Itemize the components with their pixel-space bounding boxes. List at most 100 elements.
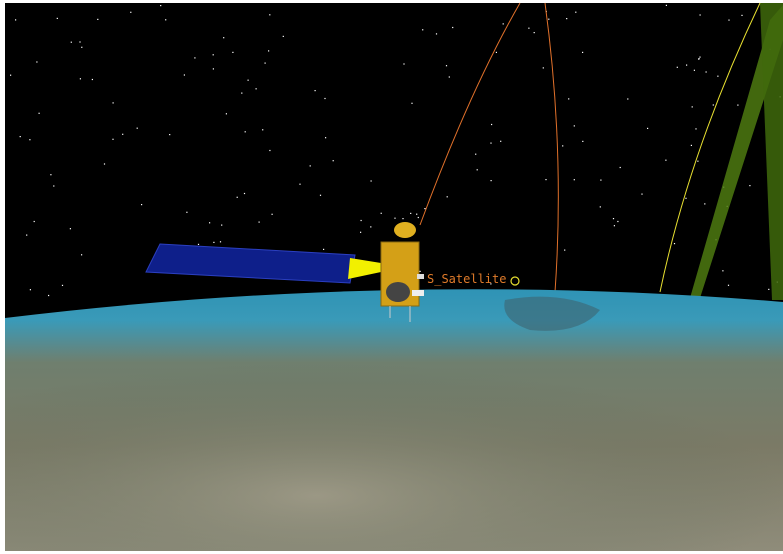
star — [582, 51, 584, 53]
star — [36, 61, 38, 63]
star — [573, 179, 575, 181]
star — [562, 145, 564, 147]
star — [712, 104, 714, 106]
star — [186, 211, 188, 213]
star — [29, 139, 31, 141]
star — [727, 284, 730, 286]
star — [232, 51, 234, 53]
star — [268, 50, 270, 52]
star — [452, 26, 454, 29]
star — [209, 222, 211, 224]
star — [103, 163, 106, 165]
star — [212, 68, 214, 70]
satellite-part — [412, 290, 424, 296]
star — [247, 79, 249, 81]
star — [741, 14, 743, 16]
star — [15, 19, 17, 21]
star — [697, 160, 699, 162]
star — [673, 243, 676, 245]
star — [693, 69, 695, 71]
star — [647, 127, 649, 129]
star — [236, 196, 238, 198]
star — [699, 14, 701, 16]
star — [61, 284, 64, 286]
star — [419, 270, 421, 272]
star — [704, 203, 706, 205]
star — [50, 174, 52, 176]
star — [169, 134, 171, 136]
star — [70, 41, 72, 43]
sensor-cone — [760, 3, 783, 300]
star — [768, 288, 770, 290]
star — [568, 98, 570, 100]
star — [165, 19, 167, 21]
satellite-marker — [510, 276, 520, 286]
star — [685, 197, 687, 199]
star — [183, 74, 185, 76]
panel-connector — [348, 258, 381, 279]
star — [29, 289, 31, 291]
star — [665, 4, 667, 6]
star — [10, 74, 12, 76]
star — [33, 220, 35, 223]
star — [219, 241, 222, 243]
star — [299, 183, 301, 185]
star — [476, 169, 478, 171]
star — [269, 14, 271, 16]
star — [324, 97, 326, 100]
star — [435, 33, 438, 35]
earth-land — [5, 330, 783, 551]
star — [612, 218, 615, 220]
star — [332, 160, 334, 162]
star — [243, 192, 246, 195]
star — [533, 32, 535, 34]
star — [255, 88, 257, 90]
star — [475, 153, 477, 155]
stars — [10, 4, 781, 301]
star — [500, 140, 502, 142]
star — [19, 136, 21, 138]
star — [112, 102, 114, 104]
star — [79, 41, 81, 43]
star — [575, 11, 577, 13]
star — [722, 270, 724, 272]
star — [717, 75, 719, 77]
star — [699, 56, 701, 58]
star — [319, 194, 322, 196]
star — [271, 213, 273, 215]
star — [53, 185, 55, 187]
star — [446, 196, 448, 198]
star — [380, 212, 382, 214]
star — [545, 179, 547, 181]
star — [394, 217, 396, 219]
star — [79, 78, 81, 80]
star — [122, 133, 124, 135]
star — [323, 248, 325, 250]
star — [448, 76, 450, 78]
star — [370, 226, 372, 228]
star — [691, 106, 693, 108]
orbit-line — [544, 2, 559, 293]
star — [141, 204, 143, 206]
star — [197, 243, 200, 245]
star — [91, 78, 93, 81]
star — [599, 206, 601, 208]
star — [112, 138, 114, 140]
star — [160, 5, 162, 7]
star — [600, 179, 602, 181]
satellite-engine — [386, 282, 410, 302]
star — [698, 58, 700, 60]
star — [244, 131, 246, 133]
star — [402, 218, 404, 220]
star — [548, 18, 550, 20]
orbit-line — [659, 2, 761, 293]
star — [613, 225, 615, 227]
star — [617, 220, 619, 223]
star — [686, 64, 688, 66]
star — [690, 144, 692, 146]
star — [416, 213, 418, 215]
star — [258, 221, 260, 223]
star — [676, 66, 678, 68]
star — [360, 219, 362, 222]
